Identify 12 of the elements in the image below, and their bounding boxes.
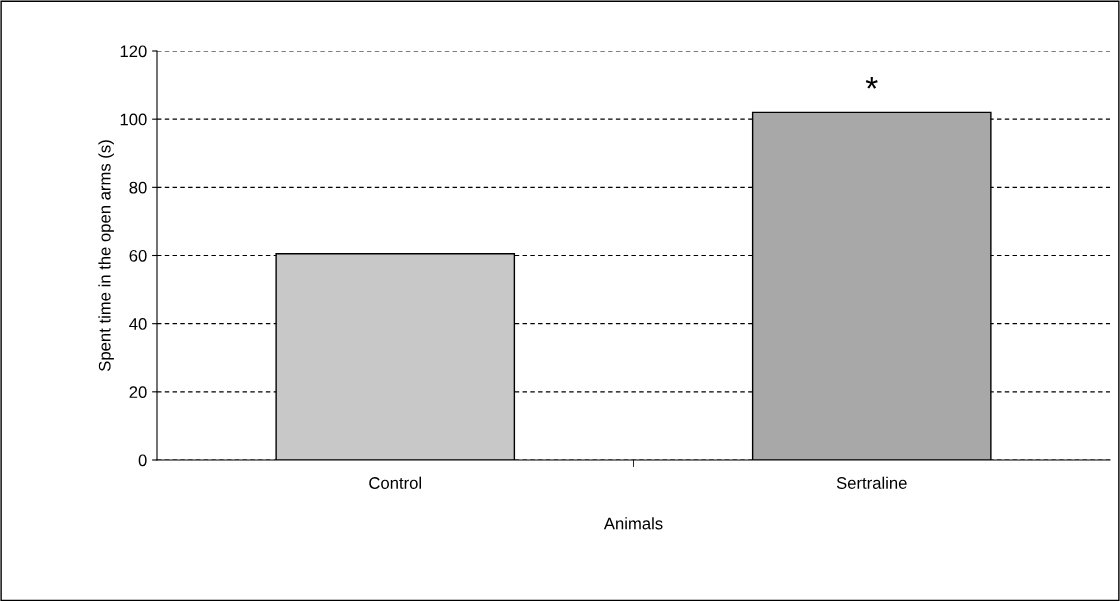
x-axis-title: Animals (603, 517, 663, 530)
y-tick-label: 60 (129, 249, 147, 262)
annotation: * (865, 76, 878, 89)
y-tick-label: 120 (120, 45, 147, 58)
y-tick-label: 20 (129, 386, 147, 399)
y-axis-title: Spent time in the open arms (s) (98, 140, 114, 371)
y-tick-label: 80 (129, 181, 147, 194)
x-tick-label: Control (369, 476, 421, 489)
x-tick-label: Sertraline (836, 476, 907, 489)
y-tick-label: 40 (129, 318, 147, 330)
y-tick-label: 0 (138, 454, 147, 467)
y-tick-label: 100 (120, 113, 147, 126)
